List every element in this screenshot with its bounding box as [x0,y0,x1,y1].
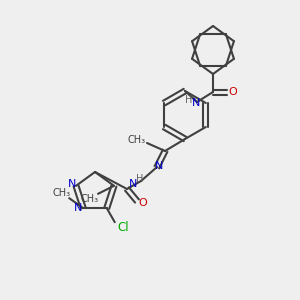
Text: O: O [139,198,147,208]
Text: Cl: Cl [117,221,129,234]
Text: H: H [185,95,193,105]
Text: CH₃: CH₃ [81,194,99,204]
Text: N: N [129,179,137,189]
Text: N: N [68,179,76,189]
Text: N: N [192,98,200,108]
Text: H: H [136,174,144,184]
Text: N: N [74,203,82,213]
Text: O: O [229,87,237,97]
Text: N: N [155,161,163,171]
Text: CH₃: CH₃ [52,188,70,198]
Text: CH₃: CH₃ [128,135,146,145]
